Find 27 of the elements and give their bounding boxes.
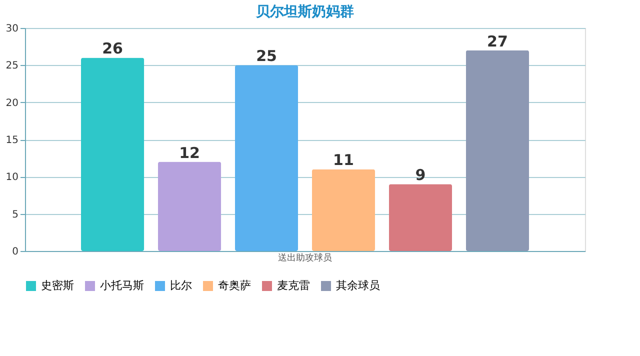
data-label: 11 <box>333 151 354 170</box>
y-tick-label: 30 <box>6 24 18 34</box>
bar <box>312 169 376 251</box>
bar <box>234 65 298 251</box>
y-tick-label: 20 <box>6 98 18 109</box>
legend-label: 奇奥萨 <box>218 279 251 292</box>
data-label: 9 <box>415 166 426 184</box>
y-tick-label: 25 <box>6 60 18 72</box>
x-tick-label: 送出助攻球员 <box>278 252 332 264</box>
legend-label: 其余球员 <box>336 279 380 292</box>
legend-label: 比尔 <box>170 279 192 292</box>
y-tick-label: 0 <box>12 246 18 258</box>
legend-label: 小托马斯 <box>100 279 144 292</box>
bar <box>388 184 452 251</box>
legend-label: 史密斯 <box>41 279 74 292</box>
chart-title: 贝尔坦斯奶妈群 <box>255 4 354 20</box>
bar <box>158 162 222 251</box>
data-label: 26 <box>102 40 123 58</box>
bar <box>466 50 529 251</box>
data-label: 27 <box>487 32 508 50</box>
y-tick-label: 10 <box>6 172 18 184</box>
y-tick-label: 15 <box>6 135 18 146</box>
bar <box>81 58 144 251</box>
y-tick-label: 5 <box>12 209 18 220</box>
data-label: 25 <box>256 47 277 66</box>
legend-label: 麦克雷 <box>277 279 310 292</box>
data-label: 12 <box>179 144 200 162</box>
